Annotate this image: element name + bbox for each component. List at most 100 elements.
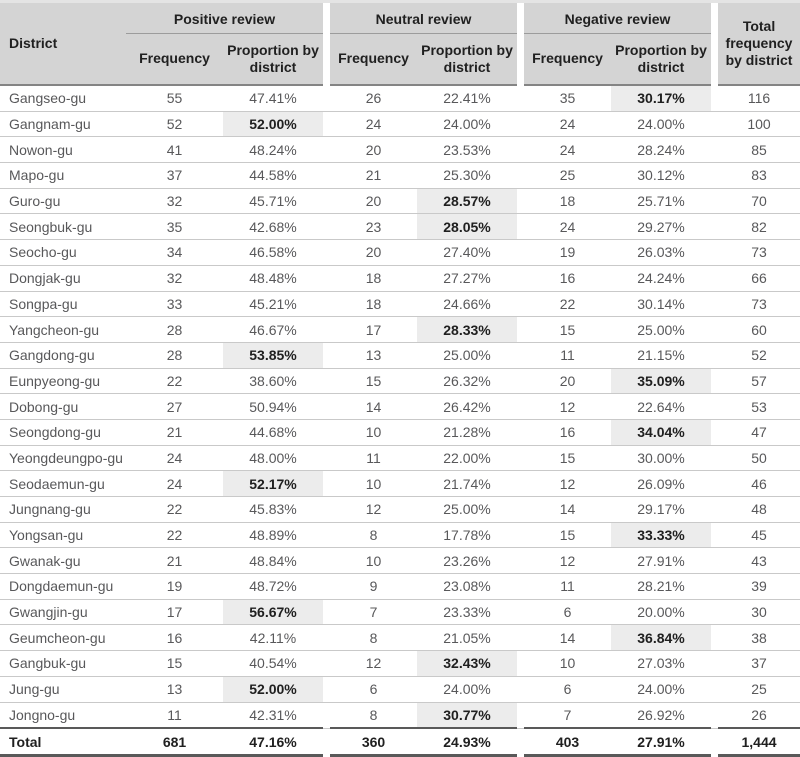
cell-district: Gwanak-gu (0, 547, 126, 575)
table-row: Yeongdeungpo-gu 24 48.00% 11 22.00% 15 30.00% 5… (0, 445, 800, 472)
column-gap (711, 522, 719, 549)
cell-district: Jongno-gu (0, 702, 126, 729)
column-gap (323, 316, 331, 343)
cell-positive-frequency: 27 (126, 393, 223, 420)
cell-total-frequency: 57 (718, 368, 800, 395)
cell-total-frequency: 73 (718, 291, 800, 318)
column-gap (711, 162, 719, 189)
column-gap (323, 162, 331, 189)
column-gap (711, 419, 719, 446)
cell-positive-frequency: 28 (126, 316, 223, 343)
sub-header-row: Frequency Proportion by district Frequen… (0, 33, 800, 86)
cell-neutral-proportion: 28.33% (417, 316, 518, 343)
cell-positive-proportion: 45.21% (223, 291, 324, 318)
cell-total-negative-frequency: 403 (524, 727, 612, 757)
cell-neutral-frequency: 8 (330, 702, 418, 729)
cell-negative-frequency: 24 (524, 111, 612, 138)
column-header-total-frequency: Total frequency by district (718, 1, 800, 86)
column-gap (323, 1, 331, 85)
table-footer: Total 681 47.16% 360 24.93% 403 27.91% 1… (0, 727, 800, 757)
cell-negative-proportion: 24.00% (611, 111, 712, 138)
cell-neutral-proportion: 21.74% (417, 470, 518, 497)
cell-neutral-proportion: 23.08% (417, 573, 518, 600)
column-gap (517, 496, 525, 523)
cell-neutral-proportion: 30.77% (417, 702, 518, 729)
cell-negative-proportion: 20.00% (611, 599, 712, 626)
cell-neutral-frequency: 18 (330, 265, 418, 292)
group-header-positive: Positive review (126, 1, 324, 34)
column-gap (323, 111, 331, 138)
column-gap (323, 522, 331, 549)
cell-negative-proportion: 27.91% (611, 547, 712, 575)
total-row: Total 681 47.16% 360 24.93% 403 27.91% 1… (0, 727, 800, 757)
column-gap (517, 291, 525, 318)
column-gap (323, 188, 331, 215)
cell-positive-frequency: 22 (126, 368, 223, 395)
cell-negative-frequency: 19 (524, 239, 612, 266)
cell-positive-proportion: 48.48% (223, 265, 324, 292)
cell-neutral-proportion: 27.27% (417, 265, 518, 292)
cell-negative-frequency: 6 (524, 676, 612, 703)
column-gap (517, 728, 525, 756)
cell-positive-frequency: 37 (126, 162, 223, 189)
column-gap (323, 445, 331, 472)
cell-district: Mapo-gu (0, 162, 126, 189)
cell-total-frequency: 100 (718, 111, 800, 138)
column-gap (711, 445, 719, 472)
column-header-negative-proportion: Proportion by district (611, 33, 712, 86)
cell-positive-frequency: 13 (126, 676, 223, 703)
cell-total-frequency: 1,444 (718, 727, 800, 757)
cell-negative-proportion: 35.09% (611, 368, 712, 395)
cell-positive-proportion: 45.71% (223, 188, 324, 215)
column-gap (711, 470, 719, 497)
column-gap (711, 573, 719, 600)
cell-district: Gangdong-gu (0, 342, 126, 369)
table-row: Gwangjin-gu 17 56.67% 7 23.33% 6 20.00% 30 (0, 599, 800, 626)
cell-total-frequency: 60 (718, 316, 800, 343)
cell-positive-frequency: 22 (126, 496, 223, 523)
cell-positive-proportion: 44.68% (223, 419, 324, 446)
cell-total-frequency: 82 (718, 213, 800, 241)
cell-total-frequency: 70 (718, 188, 800, 215)
table-row: Gwanak-gu 21 48.84% 10 23.26% 12 27.91% 43 (0, 547, 800, 575)
column-gap (711, 650, 719, 677)
column-gap (323, 342, 331, 369)
cell-positive-proportion: 42.11% (223, 624, 324, 652)
cell-negative-proportion: 21.15% (611, 342, 712, 369)
cell-neutral-frequency: 23 (330, 213, 418, 241)
table-header: District Positive review Neutral review … (0, 1, 800, 86)
group-header-negative: Negative review (524, 1, 712, 34)
cell-neutral-frequency: 12 (330, 496, 418, 523)
cell-positive-proportion: 48.84% (223, 547, 324, 575)
table-row: Seodaemun-gu 24 52.17% 10 21.74% 12 26.09% 46 (0, 470, 800, 497)
cell-positive-proportion: 46.67% (223, 316, 324, 343)
cell-positive-frequency: 28 (126, 342, 223, 369)
cell-negative-proportion: 25.00% (611, 316, 712, 343)
cell-neutral-proportion: 25.30% (417, 162, 518, 189)
cell-negative-frequency: 22 (524, 291, 612, 318)
column-gap (517, 136, 525, 164)
cell-total-frequency: 66 (718, 265, 800, 292)
column-gap (517, 573, 525, 600)
column-gap (323, 291, 331, 318)
cell-positive-proportion: 56.67% (223, 599, 324, 626)
table-row: Dongjak-gu 32 48.48% 18 27.27% 16 24.24% 66 (0, 265, 800, 292)
cell-positive-proportion: 42.31% (223, 702, 324, 729)
column-gap (711, 624, 719, 652)
column-gap (323, 702, 331, 729)
column-gap (711, 702, 719, 729)
cell-total-frequency: 25 (718, 676, 800, 703)
column-gap (323, 624, 331, 652)
cell-neutral-frequency: 24 (330, 111, 418, 138)
cell-positive-frequency: 32 (126, 188, 223, 215)
cell-district: Seocho-gu (0, 239, 126, 266)
cell-total-label: Total (0, 727, 126, 757)
cell-positive-frequency: 33 (126, 291, 223, 318)
cell-total-frequency: 83 (718, 162, 800, 189)
cell-positive-proportion: 40.54% (223, 650, 324, 677)
cell-negative-proportion: 24.00% (611, 676, 712, 703)
table-body: Gangseo-gu 55 47.41% 26 22.41% 35 30.17% 116 Gan… (0, 85, 800, 729)
cell-negative-frequency: 12 (524, 547, 612, 575)
column-gap (711, 1, 719, 85)
group-header-neutral: Neutral review (330, 1, 518, 34)
